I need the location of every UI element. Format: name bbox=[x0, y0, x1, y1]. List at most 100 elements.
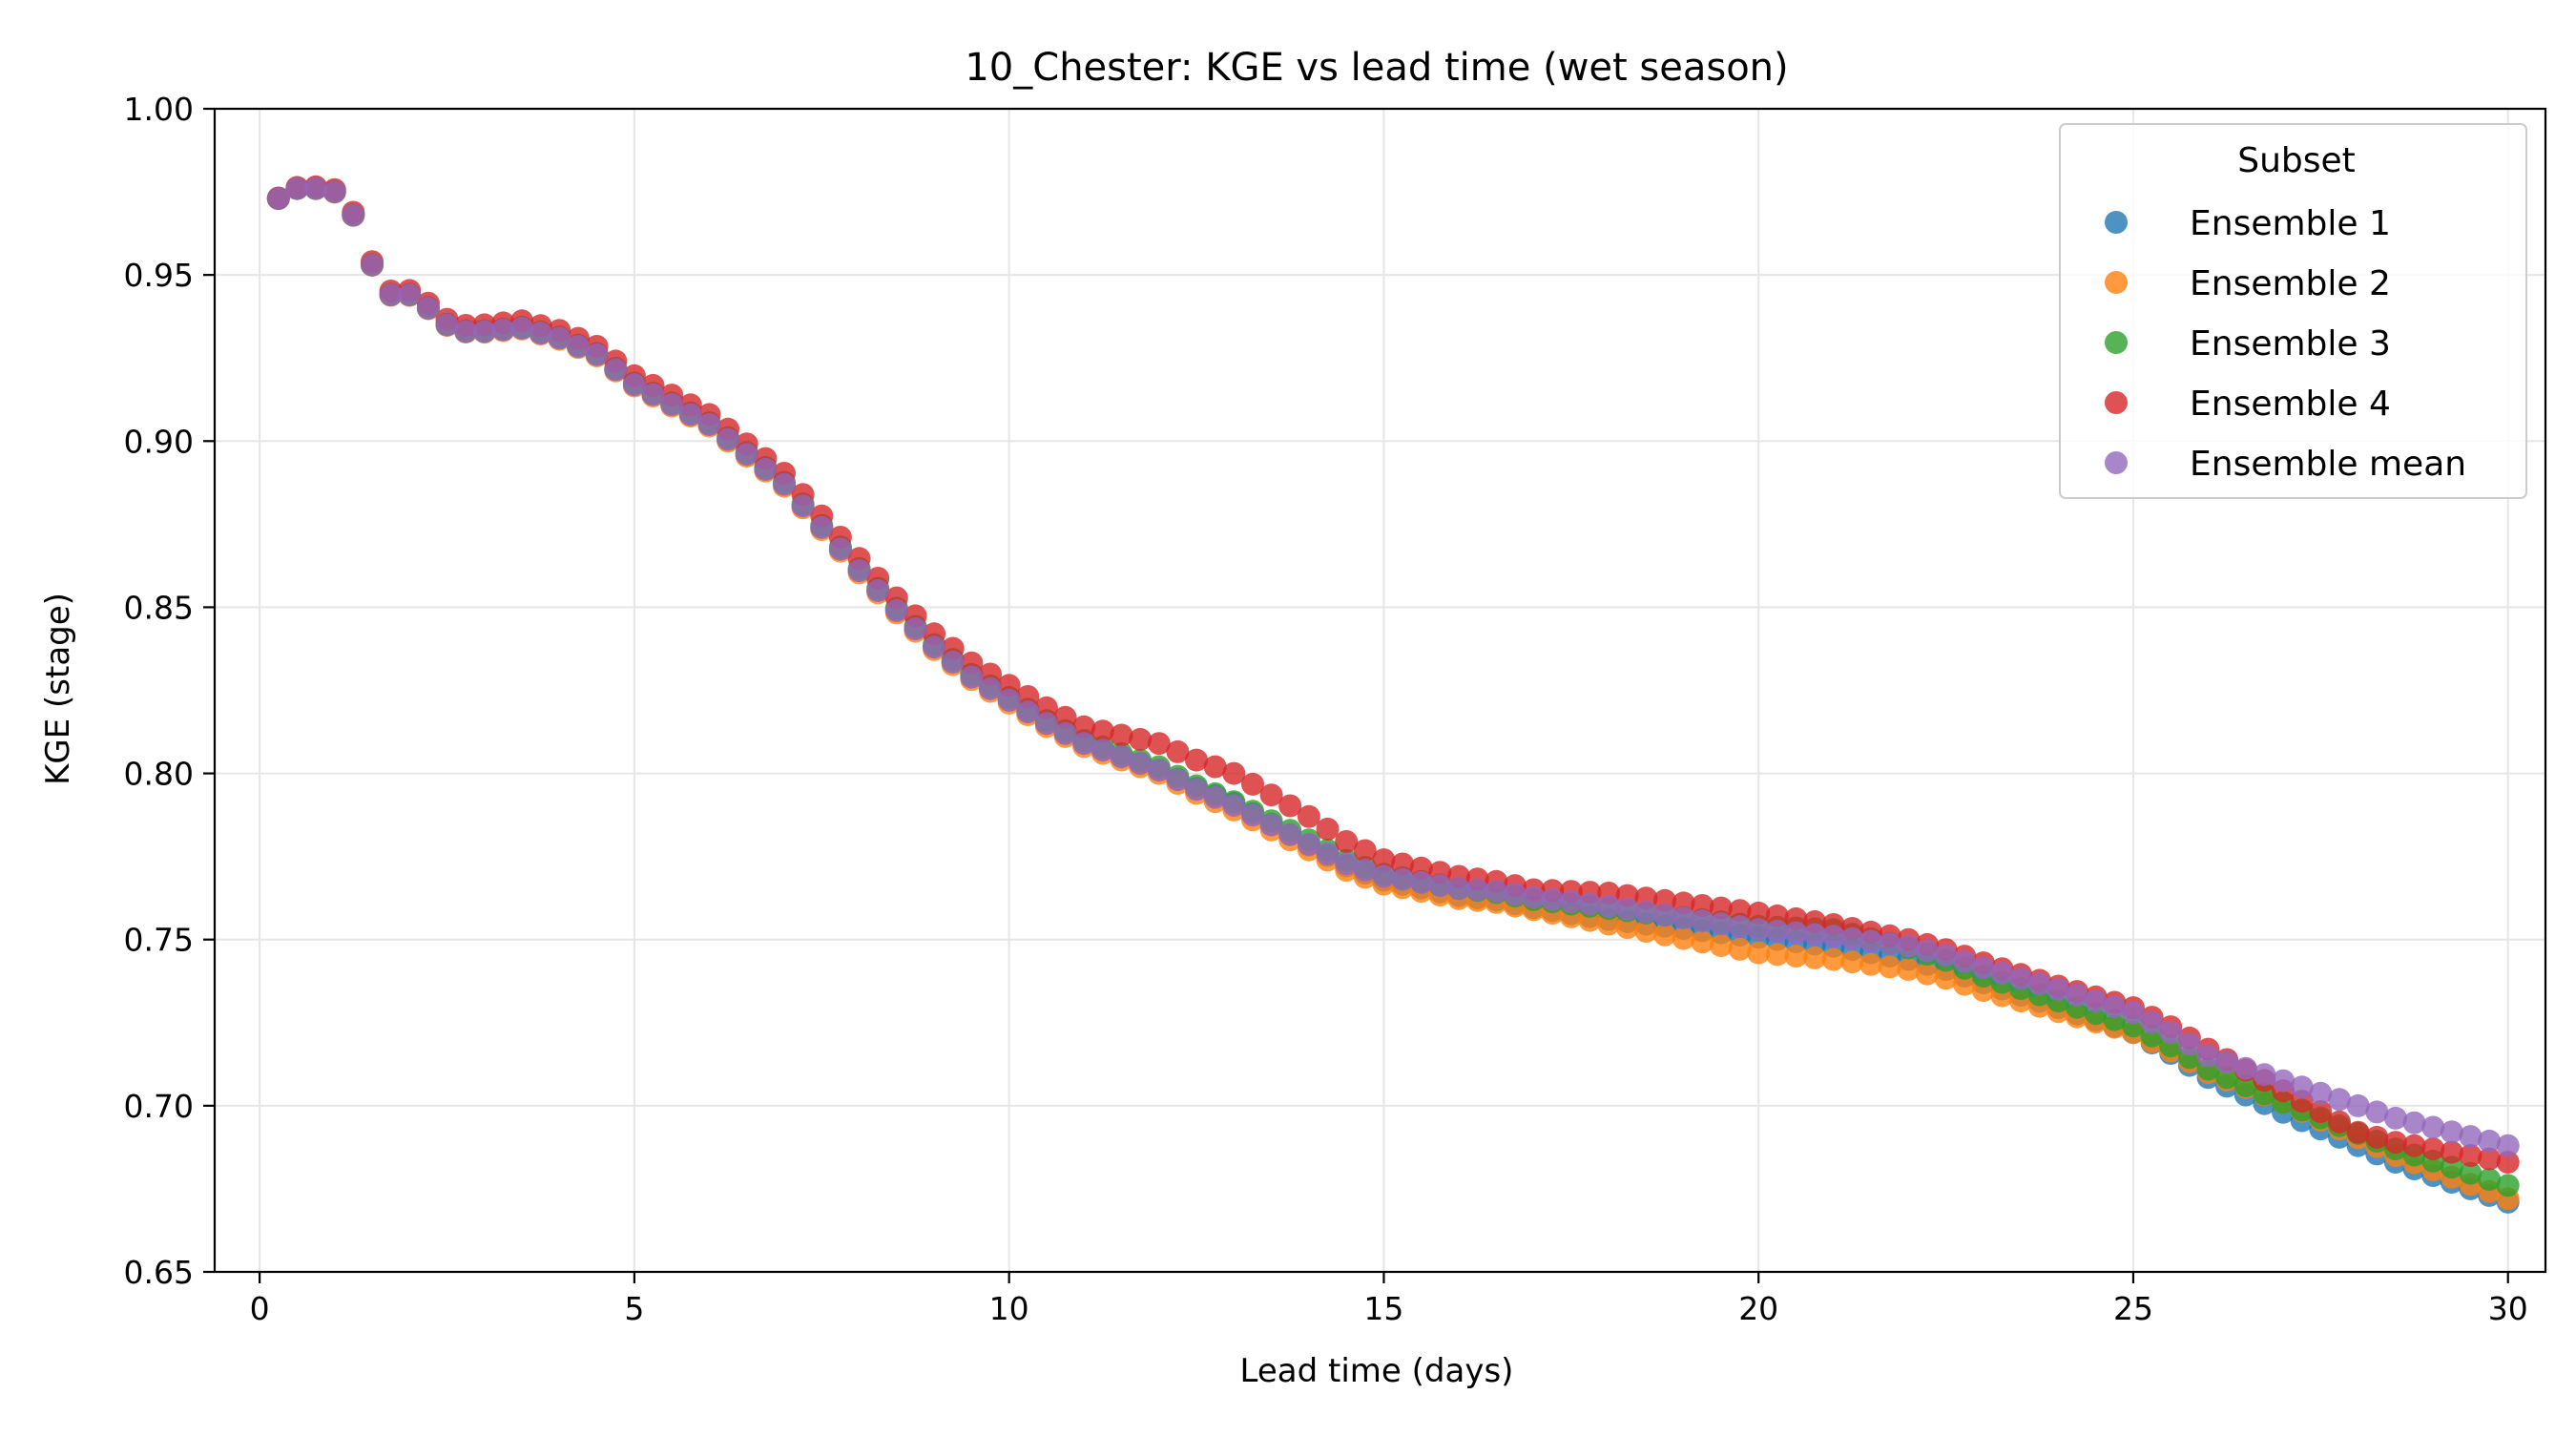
data-point bbox=[2421, 1115, 2445, 1139]
data-point bbox=[1185, 748, 1208, 772]
data-point bbox=[2440, 1120, 2463, 1144]
data-point bbox=[2459, 1125, 2483, 1149]
y-tick-label: 0.70 bbox=[124, 1088, 194, 1125]
y-tick-label: 0.65 bbox=[124, 1254, 194, 1291]
data-point bbox=[1897, 958, 1921, 982]
data-point bbox=[2215, 1051, 2239, 1074]
data-point bbox=[2346, 1120, 2370, 1144]
data-point bbox=[1691, 909, 1714, 933]
data-point bbox=[491, 318, 515, 342]
x-tick-label: 25 bbox=[2113, 1290, 2153, 1327]
data-point bbox=[1372, 864, 1396, 888]
legend-marker bbox=[2105, 211, 2128, 234]
data-point bbox=[2066, 984, 2088, 1008]
series-5 bbox=[266, 177, 2520, 1157]
data-point bbox=[1634, 920, 1658, 943]
data-point bbox=[1485, 880, 1508, 904]
data-point bbox=[2365, 1125, 2389, 1149]
data-point bbox=[1709, 912, 1733, 936]
y-tick-label: 0.90 bbox=[124, 423, 194, 460]
data-point bbox=[660, 393, 684, 416]
data-point bbox=[1034, 712, 1058, 736]
data-point bbox=[1278, 794, 1302, 818]
data-point bbox=[1691, 930, 1714, 954]
plot-frame bbox=[213, 107, 2547, 1274]
data-point bbox=[1934, 944, 1958, 968]
data-point bbox=[2402, 1134, 2426, 1157]
legend-entries: Ensemble 1 Ensemble 2 Ensemble 3 Ensemble 4… bbox=[2105, 204, 2466, 484]
data-point bbox=[1840, 950, 1864, 974]
data-point bbox=[2496, 1174, 2520, 1197]
data-point bbox=[2140, 1010, 2164, 1034]
data-point bbox=[1241, 803, 1264, 827]
points-layer bbox=[266, 175, 2520, 1214]
data-point bbox=[604, 358, 628, 382]
x-tick-label: 10 bbox=[989, 1290, 1029, 1327]
data-point bbox=[2421, 1137, 2445, 1161]
legend-marker bbox=[2105, 451, 2128, 474]
data-point bbox=[1465, 878, 1489, 902]
data-point bbox=[1391, 867, 1415, 891]
data-point bbox=[454, 320, 478, 343]
data-point bbox=[2383, 1106, 2407, 1130]
data-point bbox=[2478, 1168, 2502, 1192]
x-tick-label: 20 bbox=[1738, 1290, 1778, 1327]
data-point bbox=[1222, 761, 1246, 785]
data-point bbox=[1615, 916, 1639, 940]
data-point bbox=[1147, 759, 1171, 782]
data-point bbox=[1709, 934, 1733, 958]
data-point bbox=[1241, 772, 1264, 796]
x-axis-label: Lead time (days) bbox=[1240, 1352, 1514, 1390]
data-point bbox=[1072, 715, 1096, 739]
data-point bbox=[2233, 1074, 2257, 1097]
data-point bbox=[529, 322, 552, 345]
data-point bbox=[2328, 1088, 2351, 1112]
data-point bbox=[979, 676, 1002, 700]
data-point bbox=[1915, 962, 1939, 986]
data-point bbox=[1428, 874, 1452, 898]
data-point bbox=[1129, 727, 1153, 751]
data-point bbox=[1259, 783, 1283, 807]
legend-box bbox=[2059, 123, 2527, 499]
data-point bbox=[1728, 915, 1752, 939]
data-point bbox=[567, 335, 590, 358]
legend-label: Ensemble 1 bbox=[2190, 204, 2391, 243]
data-point bbox=[1803, 923, 1827, 947]
data-point bbox=[2478, 1147, 2502, 1171]
x-tick-label: 15 bbox=[1363, 1290, 1403, 1327]
data-point bbox=[1297, 832, 1320, 856]
data-point bbox=[2103, 995, 2127, 1019]
data-point bbox=[266, 187, 290, 210]
data-point bbox=[1672, 926, 1695, 950]
y-tick-label: 0.95 bbox=[124, 257, 194, 294]
data-point bbox=[2122, 1001, 2145, 1025]
data-point bbox=[1316, 817, 1340, 841]
data-point bbox=[866, 579, 890, 602]
data-point bbox=[697, 412, 721, 436]
y-axis-label: KGE (stage) bbox=[39, 593, 77, 785]
data-point bbox=[2046, 978, 2070, 1001]
ticks-layer: 0 5 10 15 20 25 30 0.65 0.70 0.75 0.80 0.85 0.90 0.95… bbox=[124, 91, 2528, 1327]
data-point bbox=[1634, 901, 1658, 924]
data-point bbox=[1166, 739, 1190, 763]
data-point bbox=[1372, 848, 1396, 872]
data-point bbox=[1934, 967, 1958, 990]
y-tick-label: 0.85 bbox=[124, 589, 194, 626]
data-point bbox=[1147, 732, 1171, 756]
data-point bbox=[1747, 901, 1771, 925]
x-tick-label: 30 bbox=[2488, 1290, 2528, 1327]
data-point bbox=[1278, 822, 1302, 846]
data-point bbox=[2478, 1129, 2502, 1153]
data-point bbox=[1878, 932, 1901, 956]
data-point bbox=[1803, 946, 1827, 969]
data-point bbox=[754, 457, 778, 481]
legend-label: Ensemble 2 bbox=[2190, 264, 2391, 303]
data-point bbox=[1728, 899, 1752, 923]
data-point bbox=[1091, 719, 1114, 743]
data-point bbox=[342, 203, 365, 227]
data-point bbox=[472, 320, 496, 343]
data-point bbox=[2309, 1081, 2333, 1105]
